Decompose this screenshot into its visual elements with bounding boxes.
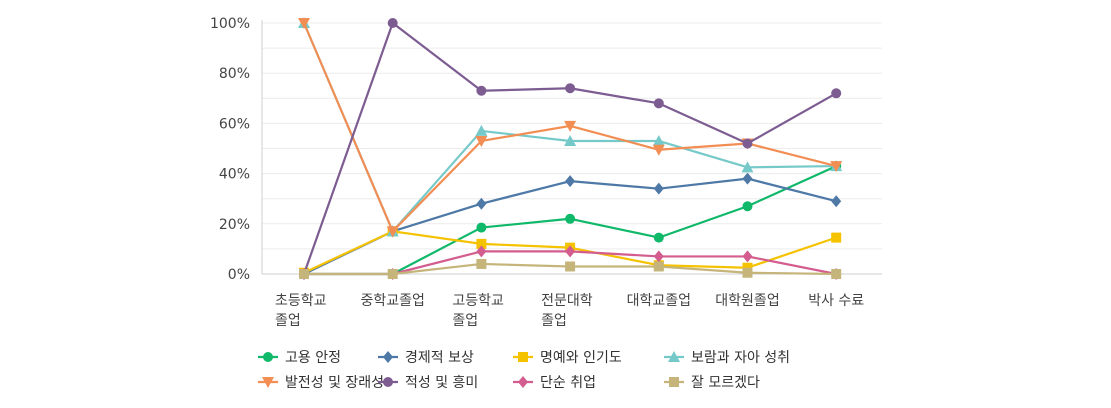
legend-label: 고용 안정 <box>285 350 341 366</box>
series-6 <box>299 18 842 279</box>
data-point <box>652 144 665 156</box>
x-tick-label: 전문대학 졸업 <box>541 293 593 329</box>
data-point <box>565 245 576 258</box>
series-8 <box>299 258 842 279</box>
legend-item: 적성 및 흥미 <box>378 375 478 391</box>
data-point <box>564 120 577 132</box>
x-tick-label: 중학교졸업 <box>360 293 424 309</box>
legend-label: 명예와 인기도 <box>540 350 622 366</box>
y-tick-label: 60% <box>219 116 250 132</box>
x-tick-label: 고등학교 졸업 <box>452 293 504 329</box>
data-point <box>476 258 487 269</box>
x-tick-label: 대학교졸업 <box>627 293 691 309</box>
x-tick-label: 초등학교 졸업 <box>275 293 327 329</box>
data-point <box>831 269 842 279</box>
data-point <box>831 195 842 208</box>
y-tick-label: 80% <box>219 66 250 82</box>
data-point <box>742 138 753 149</box>
data-point <box>565 261 576 272</box>
data-point <box>475 124 488 136</box>
data-point <box>653 182 664 195</box>
data-point <box>565 83 576 94</box>
x-tick-label: 박사 수료 <box>808 293 864 309</box>
data-point <box>518 352 528 362</box>
data-point <box>742 262 753 273</box>
legend-item: 명예와 인기도 <box>513 350 622 366</box>
legend-item: 발전성 및 장래성 <box>258 375 384 391</box>
data-point <box>476 245 487 258</box>
data-point <box>653 232 664 243</box>
legend-item: 잘 모르겠다 <box>664 375 760 391</box>
data-point <box>387 18 398 28</box>
legend-item: 단순 취업 <box>513 375 596 391</box>
data-point <box>653 261 664 272</box>
data-point <box>476 222 487 233</box>
data-point <box>831 232 842 243</box>
data-point <box>741 161 754 173</box>
data-point <box>475 135 488 147</box>
data-point <box>298 18 310 29</box>
data-point <box>830 161 843 173</box>
data-point <box>299 269 309 279</box>
series-line <box>303 177 837 275</box>
data-point <box>476 238 487 249</box>
data-point <box>387 269 398 279</box>
legend-label: 보람과 자아 성취 <box>691 350 790 366</box>
data-point <box>263 352 273 362</box>
data-point <box>386 226 399 238</box>
y-tick-label: 0% <box>228 267 250 283</box>
data-point <box>742 172 753 185</box>
data-point <box>652 134 665 146</box>
y-tick-label: 20% <box>219 217 250 233</box>
data-point <box>383 351 393 363</box>
data-point <box>262 377 274 388</box>
data-point <box>668 351 680 362</box>
data-point <box>518 376 528 388</box>
legend-item: 고용 안정 <box>258 350 341 366</box>
data-point <box>742 267 753 278</box>
y-tick-label: 100% <box>210 16 250 32</box>
legend-label: 적성 및 흥미 <box>405 375 478 391</box>
y-tick-label: 40% <box>219 167 250 183</box>
legend-item: 보람과 자아 성취 <box>664 350 790 366</box>
data-point <box>742 250 753 263</box>
data-point <box>565 175 576 188</box>
data-point <box>476 85 487 96</box>
legend-item: 경제적 보상 <box>378 350 474 366</box>
data-point <box>831 88 842 99</box>
legend-label: 단순 취업 <box>540 375 596 391</box>
data-point <box>669 377 679 387</box>
x-tick-label: 대학원졸업 <box>715 293 779 309</box>
legend-label: 잘 모르겠다 <box>691 375 760 391</box>
data-point <box>653 250 664 263</box>
legend-label: 발전성 및 장래성 <box>285 375 384 391</box>
data-point <box>383 377 393 387</box>
data-point <box>565 213 576 224</box>
data-point <box>476 197 487 210</box>
legend-label: 경제적 보상 <box>405 350 474 366</box>
data-point <box>742 201 753 212</box>
data-point <box>653 98 664 109</box>
series-5 <box>298 18 843 238</box>
data-point <box>564 134 577 146</box>
